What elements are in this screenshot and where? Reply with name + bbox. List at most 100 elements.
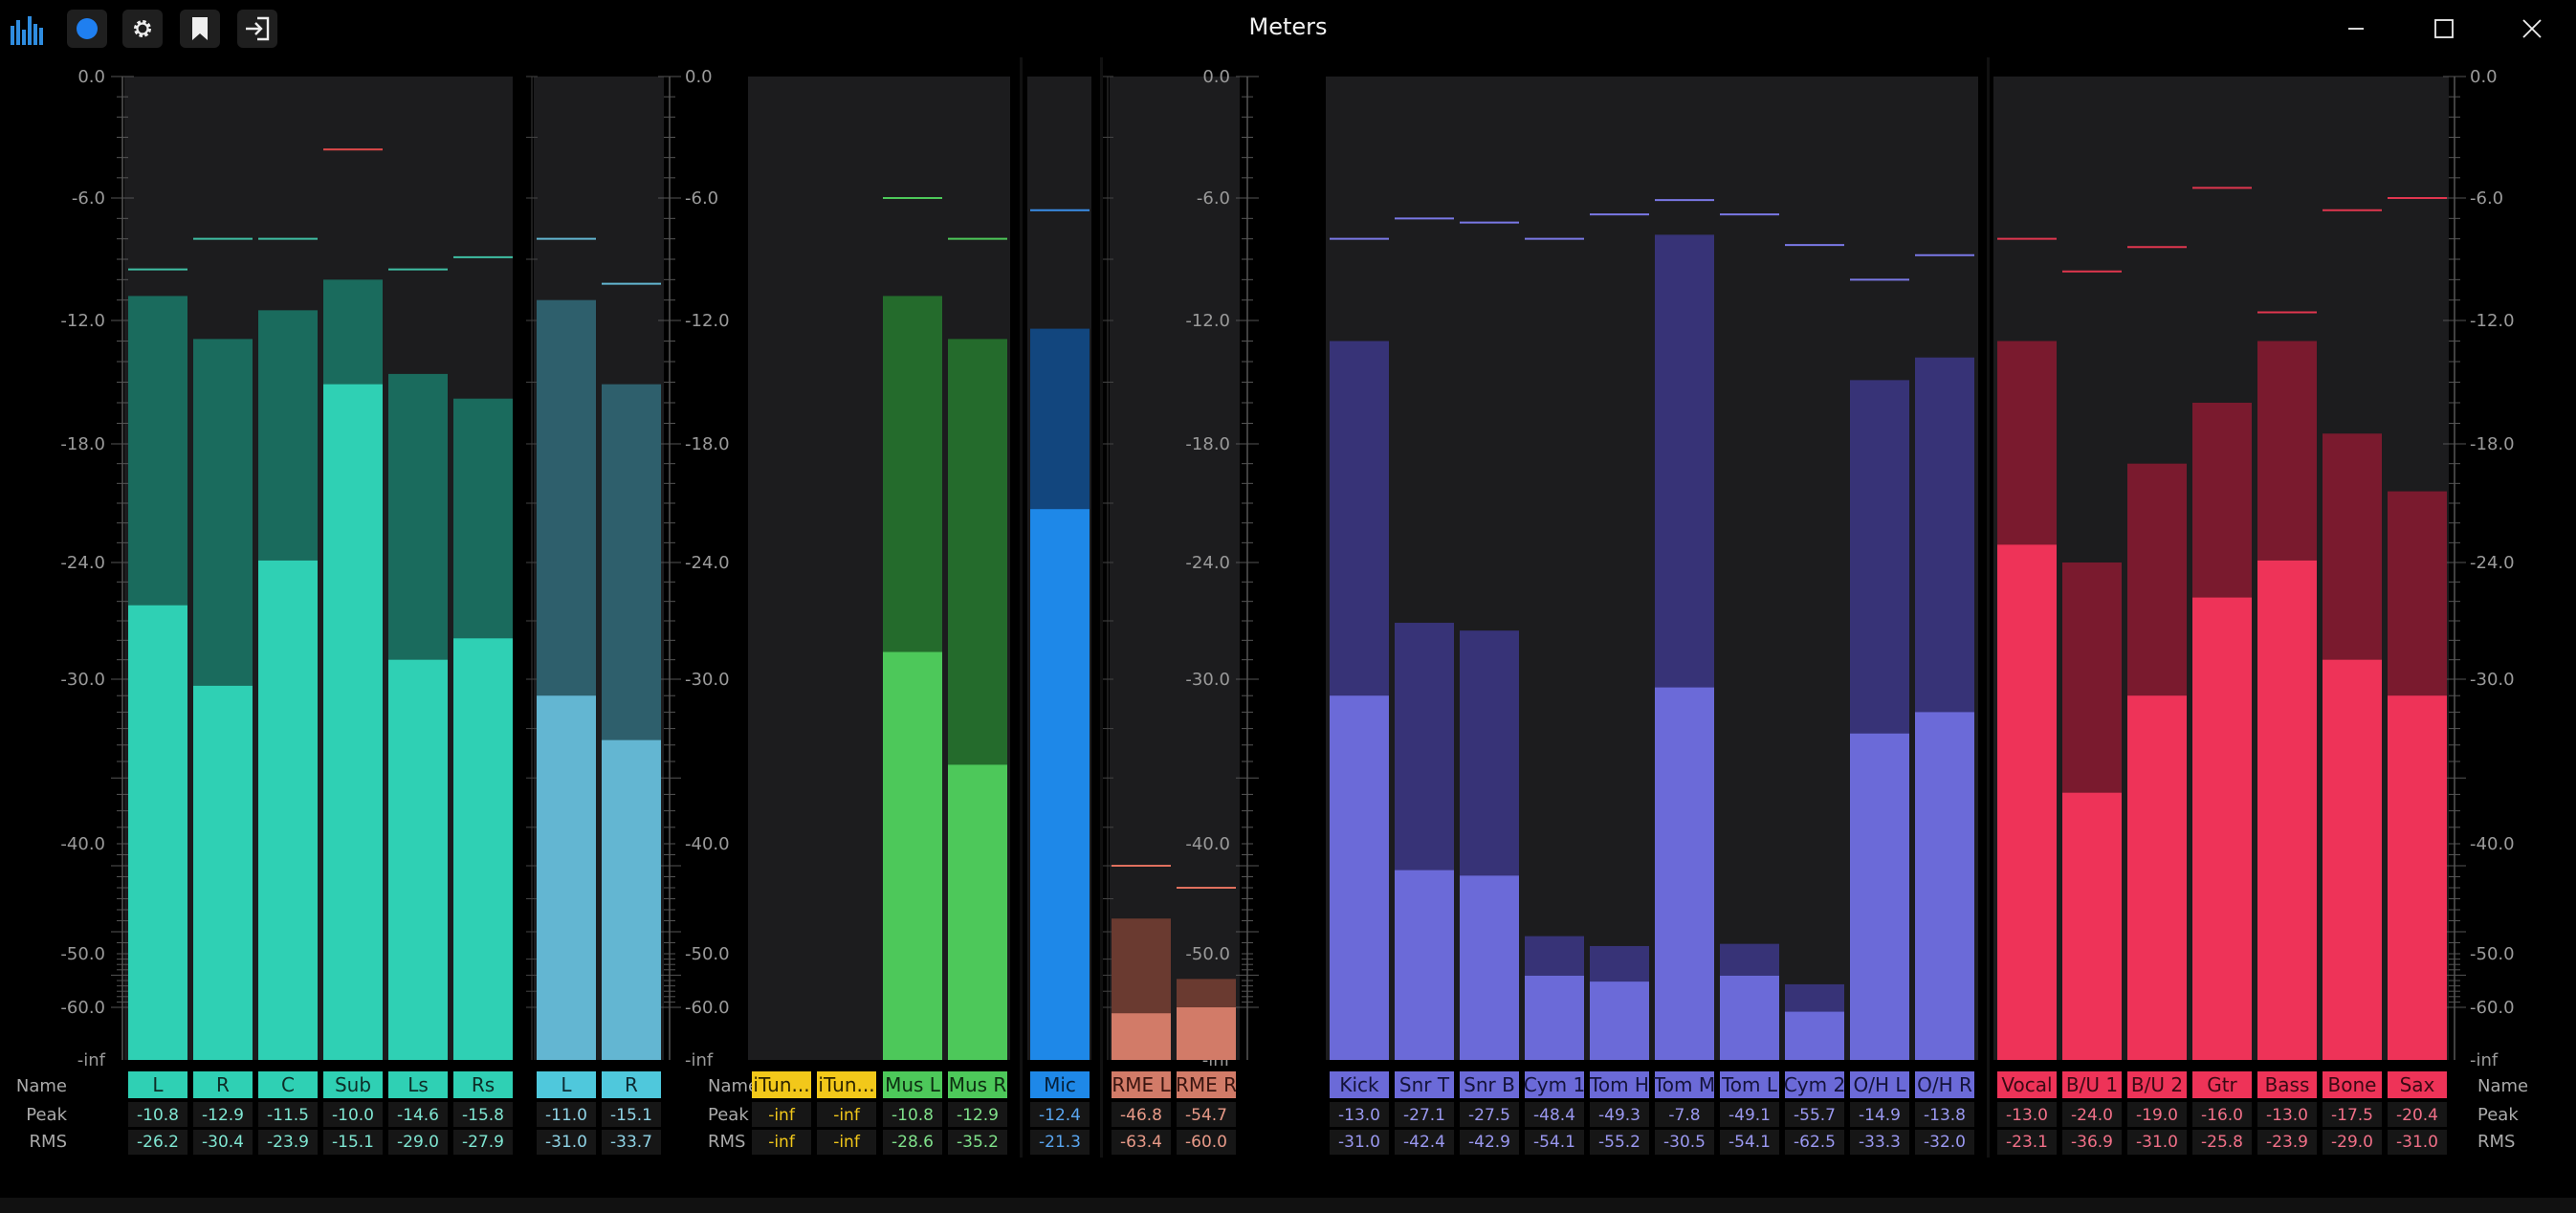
row-label-peak: Peak [2477, 1105, 2519, 1125]
readout-bg [2257, 1130, 2317, 1155]
maximize-button[interactable] [2411, 10, 2477, 48]
channel-label-bg [1525, 1071, 1584, 1098]
readout-bg [1030, 1130, 1090, 1155]
channel-rms-value: -31.0 [545, 1133, 587, 1152]
channel-rms-value: -32.0 [1924, 1133, 1966, 1152]
channel-peak-value: -13.0 [2006, 1106, 2048, 1125]
channel-peak-value: -10.8 [892, 1106, 934, 1125]
sign-in-icon [246, 16, 270, 41]
minimize-button[interactable] [2323, 10, 2389, 48]
meter-rms-bar [258, 560, 318, 1060]
scale-label: -40.0 [685, 834, 730, 854]
meter-rms-bar [2323, 659, 2382, 1060]
meter-rms-bar [2388, 695, 2447, 1060]
scale-label: -12.0 [60, 311, 105, 331]
meter-rms-bar [2062, 792, 2122, 1060]
readout-bg [752, 1130, 811, 1155]
channel-peak-value: -17.5 [2331, 1106, 2373, 1125]
row-label-rms: RMS [2477, 1132, 2515, 1152]
close-button[interactable] [2499, 10, 2565, 48]
channel-label-bg [752, 1071, 811, 1098]
meter-rms-bar [537, 695, 596, 1060]
readout-bg [1655, 1130, 1714, 1155]
scale-label: -50.0 [685, 944, 730, 964]
status-strip [0, 1198, 2576, 1213]
channel-label-bg [1590, 1071, 1649, 1098]
settings-button[interactable] [122, 10, 163, 48]
readout-bg [1590, 1130, 1649, 1155]
channel-label-bg [1112, 1071, 1171, 1098]
channel-rms-value: -33.7 [610, 1133, 652, 1152]
channel-label-bg [883, 1071, 942, 1098]
row-label-peak: Peak [708, 1105, 749, 1125]
scale-label: 0.0 [77, 67, 105, 87]
channel-rms-value: -29.0 [397, 1133, 439, 1152]
record-button[interactable] [67, 10, 107, 48]
readout-bg [2257, 1102, 2317, 1127]
scale-label: -40.0 [1185, 834, 1230, 854]
group-separator [1100, 57, 1103, 1158]
channel-name: Tom M [1653, 1073, 1715, 1096]
channel-peak-value: -15.8 [462, 1106, 504, 1125]
channel-name: Sax [2400, 1073, 2435, 1096]
channel-peak-value: -13.0 [1338, 1106, 1380, 1125]
meter-rms-bar [2192, 597, 2252, 1060]
scale-label: 0.0 [1202, 67, 1230, 87]
meter-rms-bar [2127, 695, 2187, 1060]
readout-bg [817, 1130, 876, 1155]
channel-name: Bass [2265, 1073, 2310, 1096]
bookmark-icon [192, 17, 208, 40]
gear-icon [134, 20, 151, 37]
channel-name: L [152, 1073, 164, 1096]
channel-peak-value: -14.9 [1859, 1106, 1901, 1125]
scale-label: -12.0 [2470, 311, 2515, 331]
scale-label: -inf [685, 1050, 714, 1070]
scale-label: -60.0 [2470, 998, 2515, 1018]
meter-rms-bar [948, 764, 1007, 1060]
channel-rms-value: -60.0 [1185, 1133, 1227, 1152]
channel-rms-value: -27.9 [462, 1133, 504, 1152]
channel-name: O/H R [1917, 1073, 1972, 1096]
readout-bg [1460, 1102, 1519, 1127]
channel-name: Snr T [1399, 1073, 1450, 1096]
channel-peak-value: -27.5 [1468, 1106, 1510, 1125]
scale-label: -50.0 [2470, 944, 2515, 964]
channel-peak-value: -12.9 [202, 1106, 244, 1125]
scale-label: -24.0 [2470, 553, 2515, 573]
readout-bg [817, 1102, 876, 1127]
channel-rms-value: -23.9 [2266, 1133, 2308, 1152]
readout-bg [1112, 1102, 1171, 1127]
channel-label-bg [1997, 1071, 2057, 1098]
scale-label: -24.0 [60, 553, 105, 573]
channel-label-bg [1330, 1071, 1389, 1098]
readout-bg [2323, 1130, 2382, 1155]
readout-bg [128, 1130, 187, 1155]
channel-rms-value: -31.0 [2396, 1133, 2438, 1152]
meter-rms-bar [1395, 870, 1454, 1060]
meter-rms-bar [1112, 1013, 1171, 1060]
meters-svg: 0.0 -6.0 -12.0 -18.0 -24.0 -30.0 -40.0 -50.0 -60… [16, 67, 2528, 1155]
meter-rms-bar [602, 739, 661, 1060]
bookmark-button[interactable] [180, 10, 220, 48]
readout-bg [2062, 1102, 2122, 1127]
channel-label-bg [817, 1071, 876, 1098]
channel-label-bg [2388, 1071, 2447, 1098]
channel-rms-value: -29.0 [2331, 1133, 2373, 1152]
channel-name: Kick [1339, 1073, 1379, 1096]
channel-name: C [281, 1073, 295, 1096]
sign-in-button[interactable] [237, 10, 277, 48]
meter-rms-bar [453, 638, 513, 1060]
channel-name: B/U 1 [2066, 1073, 2118, 1096]
channel-rms-value: -15.1 [332, 1133, 374, 1152]
record-dot-icon [77, 18, 98, 39]
channel-peak-value: -48.4 [1533, 1106, 1575, 1125]
channel-label-bg [258, 1071, 318, 1098]
channel-rms-value: -62.5 [1794, 1133, 1836, 1152]
meter-panel [1110, 77, 1240, 1060]
readout-bg [1590, 1102, 1649, 1127]
channel-name: R [625, 1073, 638, 1096]
channel-name: Cym 1 [1524, 1073, 1585, 1096]
channel-label-bg [1915, 1071, 1974, 1098]
scale-label: -60.0 [685, 998, 730, 1018]
channel-name: R [216, 1073, 230, 1096]
